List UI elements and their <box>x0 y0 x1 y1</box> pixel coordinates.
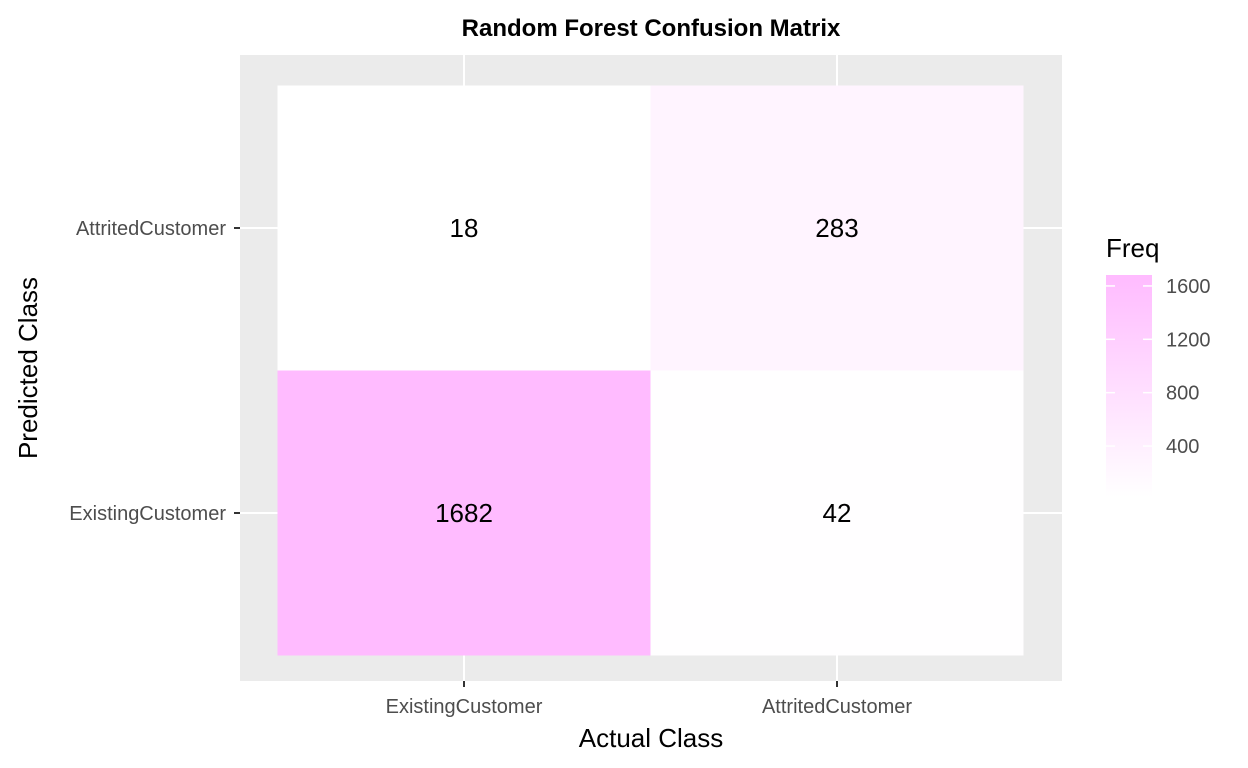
legend-tick-label: 800 <box>1166 383 1199 405</box>
heatmap-cell <box>277 370 651 656</box>
legend-ticks: 400 800 1200 1600 <box>1106 276 1211 458</box>
y-tick-label: ExistingCustomer <box>69 503 226 525</box>
x-tick-label: AttritedCustomer <box>762 696 912 718</box>
cell-value-label: 42 <box>823 498 852 528</box>
color-legend: Freq 400 800 1200 1600 <box>1106 233 1211 497</box>
cell-value-label: 283 <box>815 213 858 243</box>
cell-value-label: 1682 <box>435 498 493 528</box>
x-tick-label: ExistingCustomer <box>386 696 543 718</box>
y-axis-title: Predicted Class <box>13 277 43 459</box>
heatmap-cells <box>277 85 1024 656</box>
cell-value-labels: 18 283 1682 42 <box>435 213 859 528</box>
y-tick-label: AttritedCustomer <box>76 218 226 240</box>
heatmap-cell <box>650 370 1024 656</box>
chart-title: Random Forest Confusion Matrix <box>462 15 841 42</box>
legend-title: Freq <box>1106 233 1159 263</box>
x-axis: ExistingCustomer AttritedCustomer <box>386 681 912 718</box>
legend-tick-label: 1600 <box>1166 276 1211 298</box>
heatmap-cell <box>277 85 651 371</box>
heatmap-cell <box>650 85 1024 371</box>
legend-tick-label: 1200 <box>1166 329 1211 351</box>
legend-colorbar <box>1106 275 1152 497</box>
legend-tick-label: 400 <box>1166 436 1199 458</box>
y-axis: ExistingCustomer AttritedCustomer <box>69 218 240 525</box>
x-axis-title: Actual Class <box>579 723 724 753</box>
cell-value-label: 18 <box>450 213 479 243</box>
